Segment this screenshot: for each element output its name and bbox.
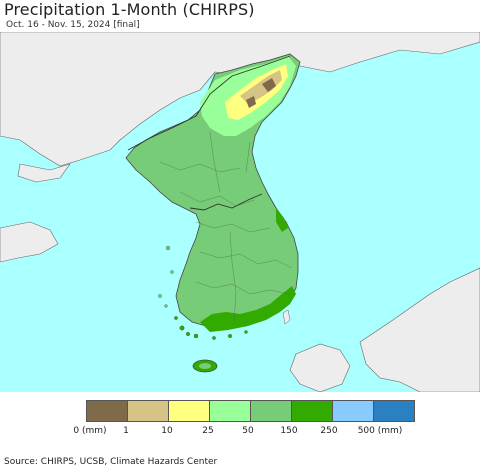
- legend-label: 0 (mm): [73, 426, 107, 436]
- north-brown-spot-2: [246, 96, 256, 108]
- map-subtitle: Oct. 16 - Nov. 15, 2024 [final]: [6, 20, 140, 30]
- south-coast-dark-green: [200, 286, 296, 332]
- mainland-china: [0, 32, 480, 167]
- legend-label: 1: [123, 426, 129, 436]
- western-islands: [158, 245, 174, 308]
- legend-swatch: [127, 401, 168, 421]
- source-credit: Source: CHIRPS, UCSB, Climate Hazards Ce…: [4, 457, 218, 467]
- precipitation-map: [0, 32, 480, 392]
- legend-label: 25: [202, 426, 214, 436]
- legend-swatch: [168, 401, 209, 421]
- legend-label: 50: [242, 426, 254, 436]
- legend-colorbar: [86, 400, 415, 422]
- north-brown-spot-1: [262, 78, 276, 92]
- legend-swatch: [87, 401, 127, 421]
- shandong-peninsula: [0, 221, 59, 263]
- legend-swatch: [373, 401, 414, 421]
- liaodong-coast: [17, 163, 71, 183]
- japan-tsushima: [282, 309, 291, 325]
- province-boundaries: [159, 131, 293, 323]
- east-coast-dark-green: [276, 208, 288, 232]
- legend-swatch: [209, 401, 250, 421]
- legend-label: 250: [320, 426, 338, 436]
- jeju-interior: [199, 363, 211, 369]
- japan-honshu: [359, 267, 480, 392]
- legend-swatch: [332, 401, 373, 421]
- inter-korean-border: [189, 193, 263, 211]
- legend-label: 150: [280, 426, 298, 436]
- japan-kyushu: [289, 343, 351, 392]
- southern-islands: [174, 316, 248, 340]
- legend-label: 500 (mm): [357, 426, 403, 436]
- china-nk-border: [127, 55, 291, 151]
- map-title: Precipitation 1-Month (CHIRPS): [4, 0, 255, 19]
- legend-label: 10: [161, 426, 173, 436]
- legend-swatch: [250, 401, 291, 421]
- legend-swatch: [291, 401, 332, 421]
